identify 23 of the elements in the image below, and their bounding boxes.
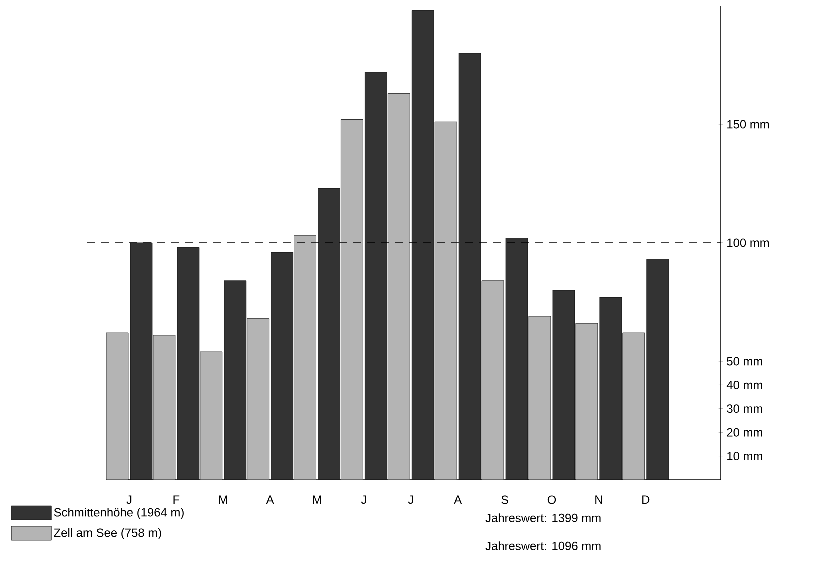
x-tick-label: S bbox=[502, 496, 508, 504]
y-tick-label: 40 mm bbox=[726, 380, 762, 390]
y-tick-label: 50 mm bbox=[727, 357, 762, 366]
y-tick-label: 150 mm bbox=[728, 120, 770, 129]
x-tick-label: J bbox=[126, 496, 132, 504]
legend-label: Zell am See (758 m) bbox=[54, 528, 162, 540]
x-tick-label: M bbox=[219, 496, 228, 504]
x-tick-label: D bbox=[642, 496, 650, 504]
x-tick-label: J bbox=[361, 496, 366, 504]
x-tick-label: M bbox=[313, 496, 322, 504]
x-tick-label: O bbox=[548, 496, 556, 504]
x-tick-label: N bbox=[596, 496, 602, 504]
x-tick-label: A bbox=[266, 496, 274, 504]
legend-label: Schmittenhöhe (1964 m) bbox=[54, 508, 184, 520]
y-tick-label: 20 mm bbox=[727, 428, 762, 437]
x-tick-label: A bbox=[454, 496, 462, 504]
y-tick-label: 100 mm bbox=[728, 238, 770, 248]
text: Jahreswert: 1096 mm bbox=[486, 542, 601, 550]
x-tick-label: F bbox=[174, 496, 180, 504]
text: Jahreswert: 1399 mm bbox=[486, 514, 601, 522]
y-tick-label: 10 mm bbox=[728, 452, 762, 461]
x-tick-label: J bbox=[408, 496, 414, 504]
y-tick-label: 30 mm bbox=[727, 404, 762, 414]
